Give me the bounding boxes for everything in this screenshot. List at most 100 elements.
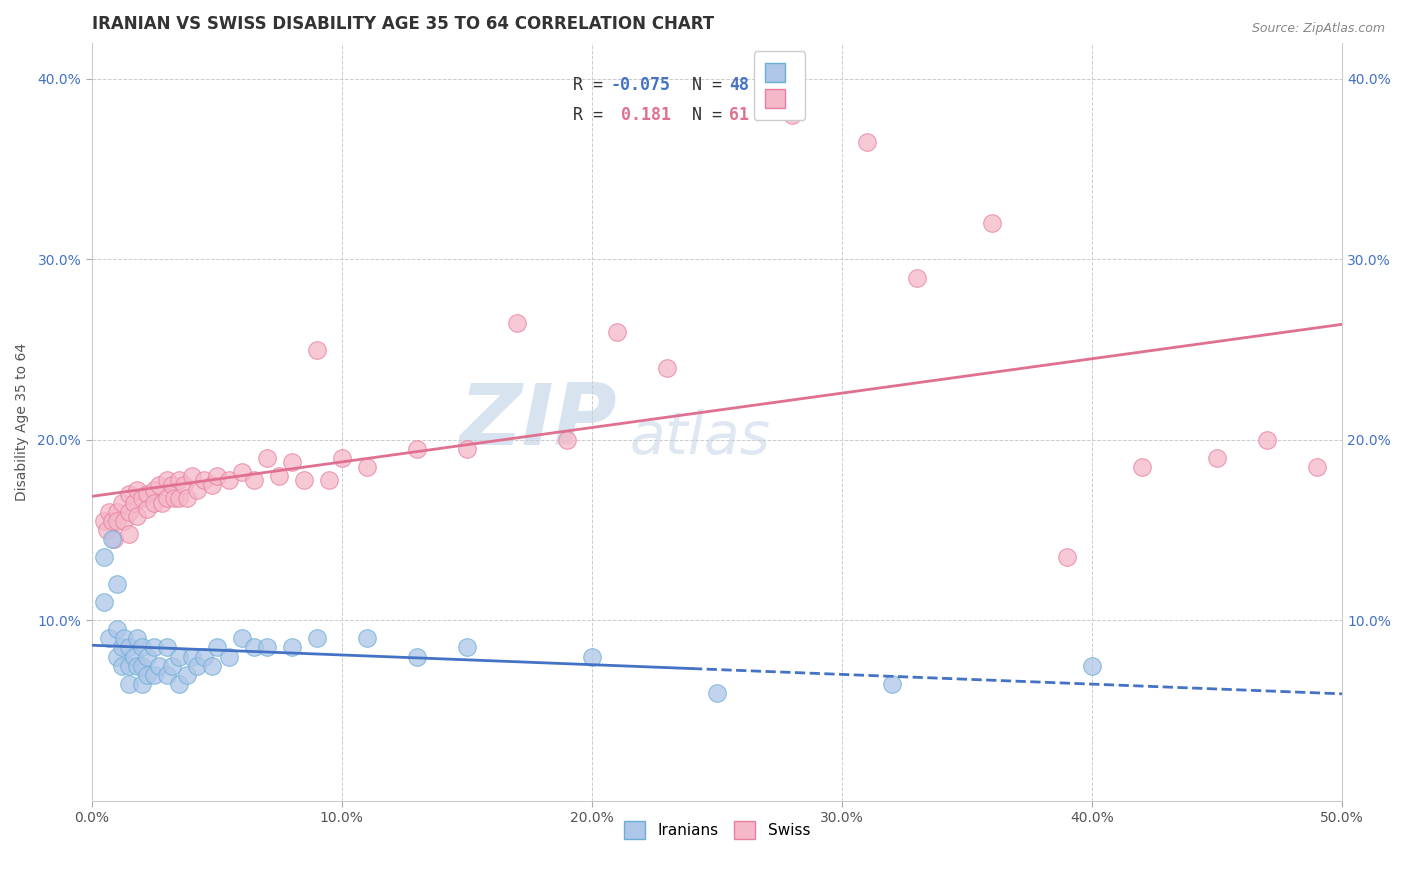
Point [356,460,378,475]
Point [143,496,166,510]
Point [356,632,378,646]
Point [186,658,208,673]
Point [856,135,879,149]
Point [330,450,353,465]
Point [280,640,302,655]
Point [167,649,190,664]
Text: 61: 61 [730,106,749,124]
Point [981,216,1004,230]
Point [156,491,179,505]
Point [880,676,903,690]
Point [112,514,135,528]
Point [98,505,121,519]
Point [118,640,141,655]
Y-axis label: Disability Age 35 to 64: Disability Age 35 to 64 [15,343,30,501]
Point [167,491,190,505]
Point [581,649,603,664]
Text: Source: ZipAtlas.com: Source: ZipAtlas.com [1251,22,1385,36]
Point [125,658,148,673]
Point [112,632,135,646]
Point [506,316,529,330]
Point [256,450,278,465]
Point [111,496,134,510]
Legend: Iranians, Swiss: Iranians, Swiss [616,814,818,847]
Text: ZIP: ZIP [460,380,617,463]
Point [193,473,215,487]
Point [148,658,170,673]
Point [143,640,166,655]
Point [122,649,145,664]
Text: atlas: atlas [630,409,770,466]
Point [555,433,578,447]
Point [143,667,166,681]
Point [905,270,928,285]
Point [131,491,153,505]
Point [156,640,179,655]
Point [193,649,215,664]
Point [243,640,266,655]
Point [111,658,134,673]
Point [1256,433,1278,447]
Point [318,473,340,487]
Point [105,577,128,591]
Point [125,508,148,523]
Point [135,487,157,501]
Point [105,505,128,519]
Point [100,532,122,546]
Point [280,454,302,468]
Point [201,658,224,673]
Text: IRANIAN VS SWISS DISABILITY AGE 35 TO 64 CORRELATION CHART: IRANIAN VS SWISS DISABILITY AGE 35 TO 64… [91,15,714,33]
Point [160,478,183,492]
Point [118,676,141,690]
Point [1130,460,1153,475]
Text: R =: R = [574,106,613,124]
Point [269,469,291,483]
Point [150,496,173,510]
Point [118,505,141,519]
Point [135,501,157,516]
Point [98,632,121,646]
Point [163,491,186,505]
Point [606,325,628,339]
Point [218,649,240,664]
Point [706,685,728,699]
Point [100,514,122,528]
Point [292,473,315,487]
Point [93,595,115,609]
Point [167,676,190,690]
Point [305,343,328,357]
Text: N =: N = [692,106,733,124]
Point [205,469,228,483]
Point [205,640,228,655]
Point [243,473,266,487]
Point [231,466,253,480]
Text: 48: 48 [730,76,749,94]
Point [176,491,198,505]
Point [256,640,278,655]
Point [135,667,157,681]
Point [131,658,153,673]
Point [456,442,478,456]
Point [118,487,141,501]
Point [655,360,678,375]
Point [156,667,179,681]
Point [122,496,145,510]
Point [176,667,198,681]
Point [131,676,153,690]
Point [96,523,118,537]
Point [305,632,328,646]
Point [1306,460,1329,475]
Point [780,108,803,122]
Text: R =: R = [574,76,613,94]
Point [173,478,195,492]
Point [148,478,170,492]
Point [160,658,183,673]
Point [156,473,179,487]
Point [456,640,478,655]
Point [186,483,208,498]
Point [143,483,166,498]
Point [231,632,253,646]
Point [93,550,115,565]
Point [1081,658,1104,673]
Point [118,526,141,541]
